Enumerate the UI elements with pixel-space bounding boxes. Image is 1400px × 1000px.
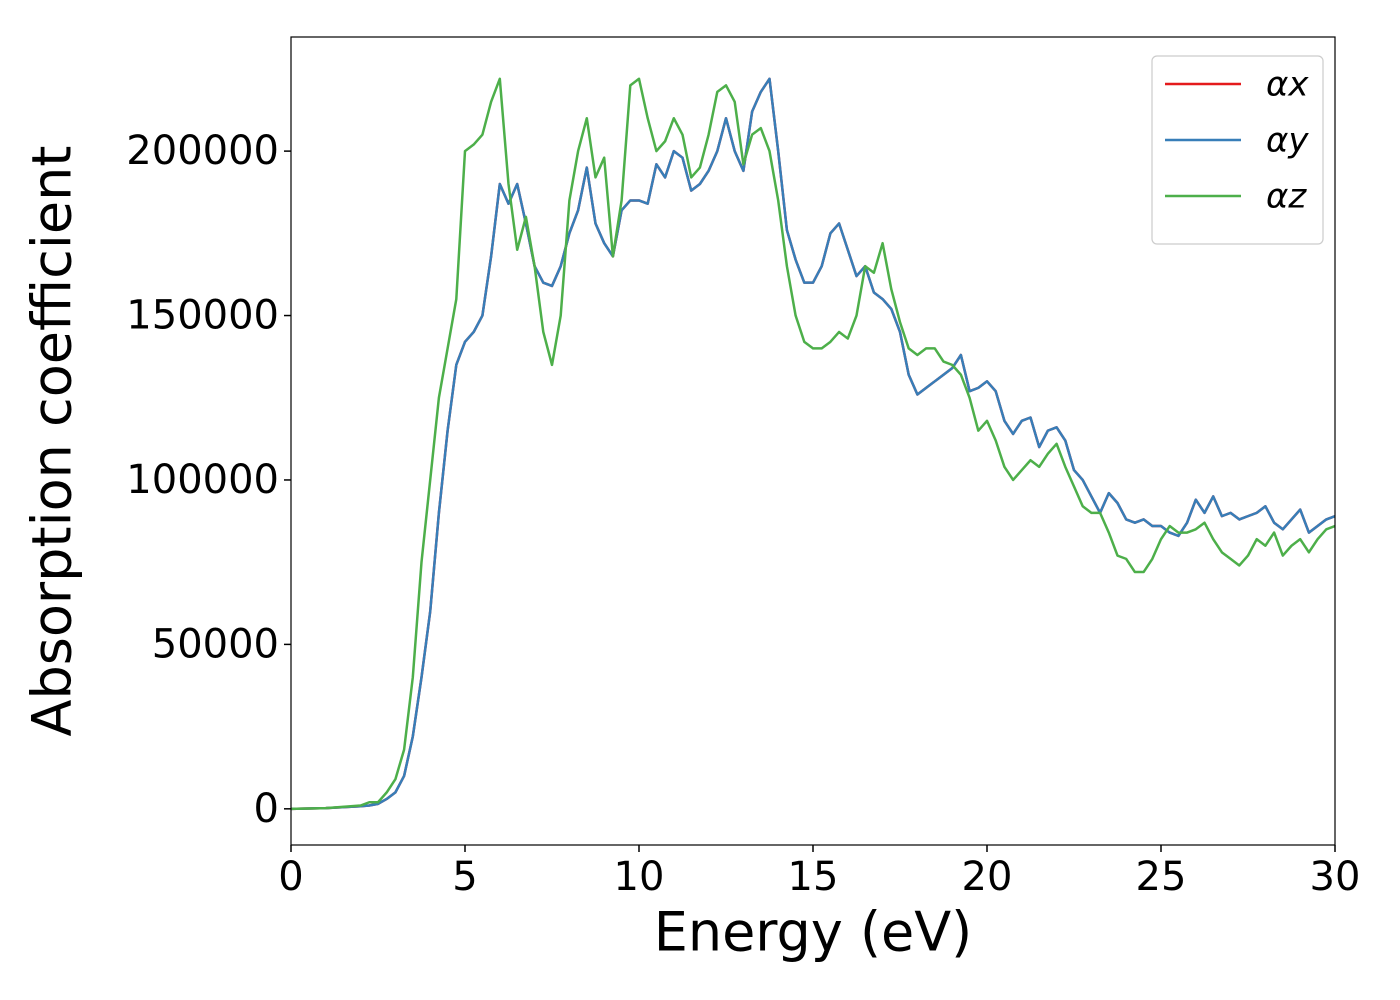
data-line — [291, 77, 1335, 811]
x-tick-label: 15 — [788, 854, 839, 900]
y-tick-label: 0 — [254, 786, 279, 832]
plot-frame — [290, 36, 1336, 846]
x-axis-label: Energy (eV) — [654, 901, 973, 964]
y-axis-label: Absorption coefficient — [21, 146, 84, 737]
x-tick-label: 20 — [962, 854, 1013, 900]
legend-label: αx — [1266, 65, 1309, 105]
x-tick-label: 0 — [278, 854, 303, 900]
y-tick-label: 150000 — [126, 293, 279, 339]
x-tick-label: 10 — [614, 854, 665, 900]
legend-label: αz — [1266, 177, 1307, 217]
y-tick-label: 100000 — [126, 457, 279, 503]
y-tick-label: 50000 — [152, 621, 279, 667]
y-tick-label: 200000 — [126, 128, 279, 174]
x-tick-label: 25 — [1136, 854, 1187, 900]
data-line — [291, 77, 1335, 811]
x-tick-label: 30 — [1310, 854, 1361, 900]
x-tick-label: 5 — [452, 854, 477, 900]
legend-label: αy — [1266, 121, 1309, 161]
